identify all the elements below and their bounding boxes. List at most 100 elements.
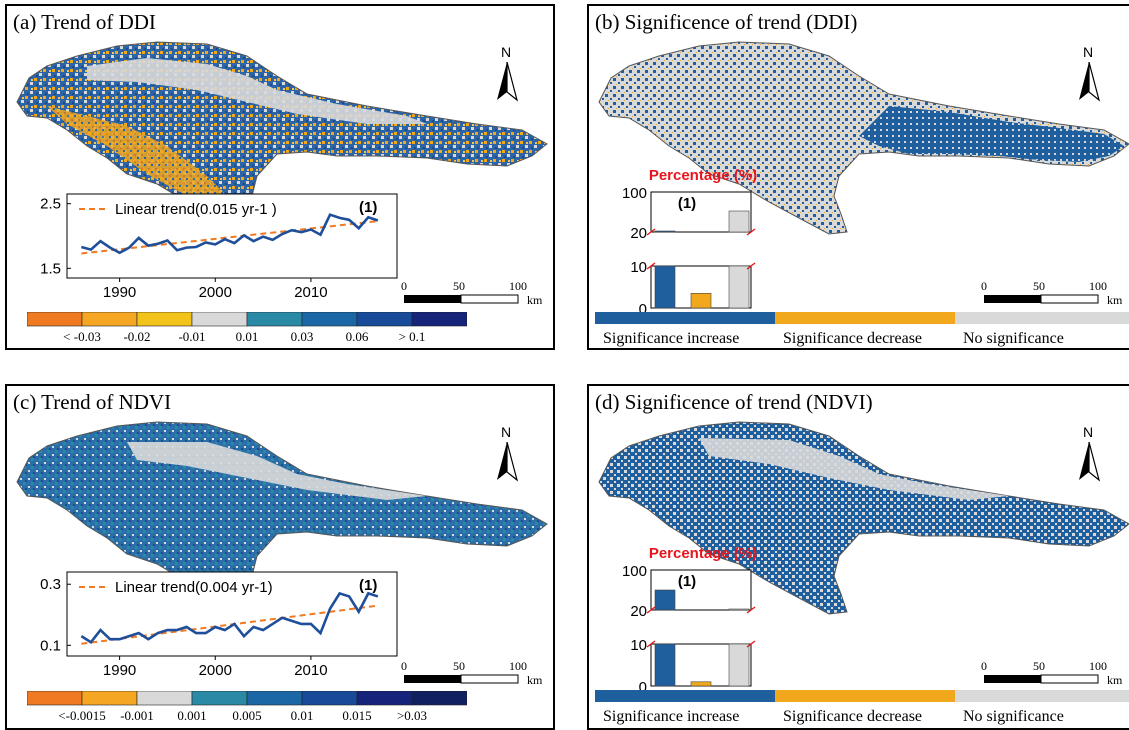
scale-tick-50: 50 — [1033, 279, 1045, 293]
colorbar-a: < -0.03 -0.02 -0.01 0.01 0.03 0.06 > 0.1 — [26, 311, 468, 348]
scalebar-b: 0 50 100 km — [981, 278, 1129, 308]
bar — [690, 681, 712, 687]
scale-tick-50: 50 — [453, 659, 465, 673]
legend-label: Significance decrease — [783, 708, 922, 725]
colorbar-swatch — [301, 690, 358, 706]
scalebar-c: 0 50 100 km — [401, 658, 551, 688]
panel-c-trend-ndvi: (c) Trend of NDVI N 0.3 0.1 1990 2000 2010 Li… — [5, 384, 555, 730]
bar — [690, 293, 712, 309]
scale-tick-100: 100 — [1089, 279, 1107, 293]
legend-swatch — [595, 312, 775, 324]
colorbar-label: 0.06 — [346, 329, 369, 344]
colorbar-label: 0.03 — [291, 329, 314, 344]
colorbar-c: <-0.0015 -0.001 0.001 0.005 0.01 0.015 >0.03 — [26, 690, 468, 727]
axis-break-mark — [646, 228, 656, 236]
panel-title: (c) Trend of NDVI — [13, 390, 172, 414]
bar — [728, 265, 750, 309]
y-tick-label: 20 — [630, 225, 647, 242]
legend-label: Linear trend(0.004 yr-1) — [115, 579, 273, 596]
inset-bar-chart-b: Percentage (%) 100 20 10 0 (1) — [615, 162, 775, 318]
panel-b-significance-ddi: (b) Significence of trend (DDI) N Percen… — [587, 4, 1129, 350]
basin-shape — [16, 41, 548, 235]
bar — [728, 643, 750, 687]
bar-top — [654, 589, 676, 611]
colorbar-swatch — [191, 311, 248, 327]
north-arrow-icon — [1079, 442, 1101, 482]
legend-swatch — [595, 690, 775, 702]
colorbar-label: >0.03 — [397, 708, 427, 723]
scale-unit: km — [1107, 673, 1123, 687]
legend-label: Significance decrease — [783, 330, 922, 347]
y-tick-label: 100 — [622, 185, 647, 202]
scale-tick-100: 100 — [1089, 659, 1107, 673]
axis-break-mark — [746, 262, 756, 270]
inset-index-label: (1) — [359, 577, 377, 594]
y-tick-label: 0.1 — [40, 637, 61, 654]
scale-tick-50: 50 — [453, 279, 465, 293]
panel-d-significance-ndvi: (d) Significence of trend (NDVI) N Perce… — [587, 384, 1129, 730]
map-b — [598, 41, 1129, 235]
north-arrow-icon — [497, 442, 519, 482]
bar-top — [728, 210, 750, 233]
scale-tick-50: 50 — [1033, 659, 1045, 673]
panel-title: (d) Significence of trend (NDVI) — [595, 390, 873, 414]
y-tick-label: 0.3 — [40, 576, 61, 593]
north-arrow-icon — [497, 62, 519, 102]
legend-swatch — [775, 312, 955, 324]
y-tick-label: 10 — [630, 637, 647, 654]
panel-title: (a) Trend of DDI — [13, 10, 156, 34]
y-tick-label: 100 — [622, 563, 647, 580]
significance-legend-b: Significance increase Significance decrea… — [595, 312, 1129, 348]
legend-swatch — [955, 312, 1129, 324]
y-tick-label: 1.5 — [40, 260, 61, 277]
inset-line-chart-a: 2.5 1.5 1990 2000 2010 Linear trend(0.015 yr-… — [40, 193, 398, 302]
inset-line-chart-c: 0.3 0.1 1990 2000 2010 Linear trend(0.004 yr-… — [40, 571, 398, 680]
bar — [654, 643, 676, 687]
y-tick-label: 20 — [630, 603, 647, 620]
scale-tick-0: 0 — [401, 659, 407, 673]
scale-unit: km — [1107, 293, 1123, 307]
colorbar-label: < -0.03 — [63, 329, 101, 344]
colorbar-swatch — [81, 311, 138, 327]
significance-legend-d: Significance increase Significance decrea… — [595, 690, 1129, 726]
inset-index-label: (1) — [359, 199, 377, 216]
bar-top — [728, 608, 750, 611]
colorbar-label: -0.001 — [120, 708, 154, 723]
colorbar-swatch — [136, 311, 193, 327]
y-tick-label: 0 — [639, 301, 647, 312]
inset-index-label: (1) — [678, 573, 696, 590]
scale-tick-0: 0 — [401, 279, 407, 293]
inset-frame — [66, 193, 398, 279]
scale-tick-0: 0 — [981, 279, 987, 293]
inset-bar-chart-d: Percentage (%) 100 20 10 0 (1) — [615, 540, 775, 696]
colorbar-swatch — [301, 311, 358, 327]
bar-chart-title: Percentage (%) — [649, 167, 757, 184]
north-arrow: N — [495, 424, 519, 484]
north-arrow: N — [495, 44, 519, 104]
axis-break-mark — [746, 228, 756, 236]
colorbar-swatch — [356, 690, 413, 706]
colorbar-swatch — [81, 690, 138, 706]
north-arrow-icon — [1079, 62, 1101, 102]
bar — [654, 265, 676, 309]
colorbar-swatch — [26, 690, 83, 706]
colorbar-label: 0.005 — [232, 708, 261, 723]
legend-label: Significance increase — [603, 330, 739, 347]
panel-a-trend-ddi: (a) Trend of DDI N 2.5 — [5, 4, 555, 350]
legend-label: Linear trend(0.015 yr-1 ) — [115, 201, 277, 218]
scale-tick-100: 100 — [509, 659, 527, 673]
colorbar-label: -0.02 — [123, 329, 150, 344]
colorbar-label: 0.01 — [236, 329, 259, 344]
scale-unit: km — [527, 293, 543, 307]
colorbar-label: > 0.1 — [399, 329, 426, 344]
x-tick-label: 2000 — [199, 662, 232, 679]
north-label: N — [1083, 44, 1094, 60]
inset-frame — [66, 571, 398, 657]
north-arrow: N — [1077, 44, 1101, 104]
series-line — [80, 591, 379, 644]
colorbar-swatch — [411, 690, 468, 706]
scale-unit: km — [527, 673, 543, 687]
colorbar-swatch — [246, 311, 303, 327]
y-tick-label: 0 — [639, 679, 647, 690]
north-label: N — [501, 44, 512, 60]
